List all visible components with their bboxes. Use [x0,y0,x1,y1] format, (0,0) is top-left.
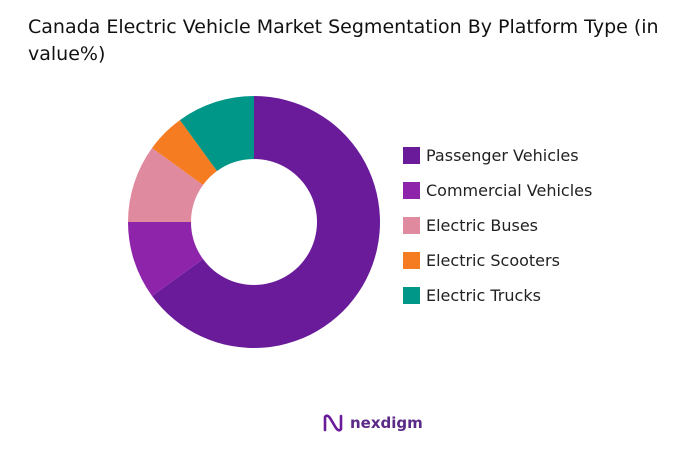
legend-label: Electric Trucks [426,286,541,305]
legend-label: Commercial Vehicles [426,181,593,200]
logo-text: nexdigm [350,414,423,432]
legend-item: Commercial Vehicles [403,173,592,208]
nexdigm-logo: nexdigm [322,412,423,434]
legend-item: Electric Scooters [403,243,592,278]
legend-swatch [403,252,420,269]
legend: Passenger Vehicles Commercial Vehicles Ele… [403,138,592,313]
legend-label: Electric Scooters [426,251,560,270]
slice-electric-trucks [179,96,254,172]
legend-label: Electric Buses [426,216,539,235]
legend-item: Passenger Vehicles [403,138,592,173]
slice-commercial-vehicles [128,222,204,297]
slice-electric-scooters [152,120,217,185]
legend-swatch [403,217,420,234]
legend-label: Passenger Vehicles [426,146,579,165]
chart-title: Canada Electric Vehicle Market Segmentat… [28,16,659,65]
legend-item: Electric Buses [403,208,592,243]
slice-electric-buses [128,147,204,222]
legend-swatch [403,147,420,164]
slice-passenger-vehicles [152,96,380,349]
legend-item: Electric Trucks [403,278,592,313]
nexdigm-logo-icon [323,414,343,432]
legend-swatch [403,182,420,199]
legend-swatch [403,287,420,304]
